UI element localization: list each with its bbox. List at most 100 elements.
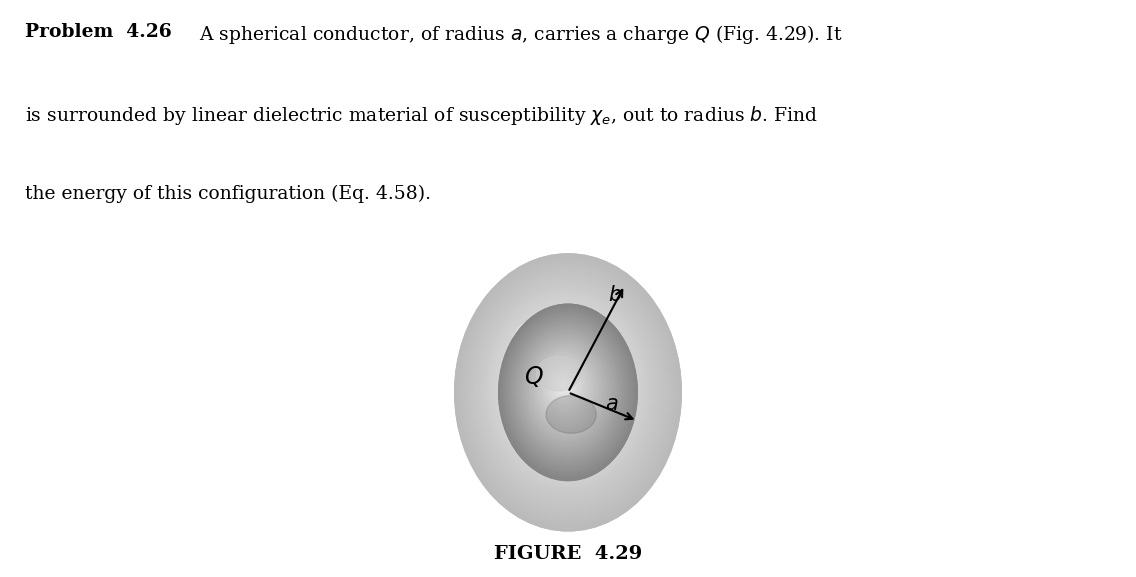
Ellipse shape (493, 299, 638, 477)
Ellipse shape (528, 342, 603, 437)
Ellipse shape (469, 271, 666, 511)
Ellipse shape (544, 362, 585, 414)
Ellipse shape (503, 310, 633, 474)
Ellipse shape (512, 314, 599, 377)
Ellipse shape (516, 325, 618, 456)
Ellipse shape (536, 353, 594, 425)
Ellipse shape (512, 323, 617, 450)
Ellipse shape (529, 343, 602, 436)
Ellipse shape (515, 324, 615, 448)
Text: $Q$: $Q$ (524, 364, 543, 389)
Ellipse shape (556, 374, 568, 389)
Ellipse shape (506, 312, 630, 471)
Ellipse shape (524, 336, 608, 443)
Ellipse shape (537, 354, 593, 424)
Ellipse shape (523, 335, 605, 436)
Ellipse shape (526, 339, 605, 440)
Ellipse shape (511, 320, 623, 462)
Ellipse shape (554, 372, 570, 391)
Ellipse shape (557, 377, 570, 396)
Ellipse shape (510, 319, 624, 463)
Ellipse shape (512, 321, 621, 460)
Ellipse shape (457, 256, 679, 529)
Text: FIGURE  4.29: FIGURE 4.29 (494, 545, 642, 563)
Ellipse shape (508, 316, 626, 467)
Text: $b$: $b$ (608, 285, 623, 305)
Ellipse shape (518, 329, 611, 443)
Ellipse shape (531, 344, 601, 434)
Ellipse shape (476, 279, 658, 501)
Ellipse shape (479, 283, 654, 497)
Ellipse shape (533, 347, 593, 421)
Ellipse shape (553, 374, 575, 400)
Ellipse shape (545, 362, 579, 404)
Ellipse shape (532, 345, 595, 424)
Ellipse shape (510, 320, 619, 452)
Ellipse shape (545, 363, 584, 413)
Ellipse shape (558, 379, 569, 394)
Ellipse shape (544, 360, 582, 406)
Ellipse shape (554, 375, 574, 399)
Ellipse shape (458, 258, 677, 526)
Ellipse shape (536, 356, 580, 391)
Ellipse shape (492, 298, 641, 479)
Ellipse shape (483, 287, 650, 492)
Ellipse shape (542, 359, 587, 417)
Ellipse shape (495, 302, 636, 475)
Ellipse shape (481, 285, 652, 494)
Ellipse shape (525, 338, 607, 442)
Ellipse shape (534, 349, 598, 429)
Ellipse shape (499, 304, 637, 481)
Ellipse shape (500, 306, 636, 479)
Ellipse shape (526, 339, 601, 430)
Ellipse shape (499, 304, 637, 481)
Ellipse shape (551, 368, 574, 396)
Ellipse shape (454, 254, 682, 531)
Ellipse shape (549, 366, 576, 399)
Ellipse shape (504, 311, 632, 473)
Ellipse shape (473, 275, 662, 507)
Ellipse shape (520, 331, 613, 449)
Ellipse shape (509, 319, 620, 455)
Ellipse shape (509, 317, 625, 465)
Ellipse shape (533, 347, 599, 431)
Ellipse shape (502, 308, 634, 476)
Ellipse shape (484, 289, 648, 489)
Ellipse shape (550, 370, 578, 405)
Ellipse shape (474, 277, 660, 504)
Ellipse shape (546, 364, 583, 411)
Ellipse shape (496, 304, 634, 472)
Ellipse shape (532, 346, 600, 433)
Ellipse shape (465, 267, 669, 516)
Ellipse shape (521, 332, 612, 448)
Ellipse shape (525, 337, 603, 433)
Ellipse shape (470, 272, 663, 509)
Ellipse shape (546, 395, 596, 433)
Ellipse shape (550, 368, 579, 406)
Ellipse shape (487, 293, 644, 484)
Ellipse shape (561, 383, 566, 389)
Ellipse shape (529, 343, 598, 426)
Ellipse shape (558, 377, 566, 387)
Text: Problem  4.26: Problem 4.26 (25, 23, 172, 41)
Ellipse shape (528, 341, 599, 428)
Ellipse shape (513, 323, 620, 459)
Ellipse shape (559, 380, 568, 392)
Ellipse shape (499, 306, 633, 470)
Ellipse shape (535, 350, 592, 418)
Ellipse shape (507, 316, 623, 458)
Ellipse shape (506, 314, 625, 460)
Ellipse shape (507, 315, 627, 468)
Ellipse shape (552, 372, 576, 402)
Ellipse shape (535, 350, 596, 428)
Ellipse shape (549, 367, 580, 408)
Ellipse shape (516, 327, 612, 445)
Ellipse shape (467, 268, 668, 514)
Ellipse shape (477, 281, 655, 499)
Ellipse shape (502, 310, 628, 465)
Ellipse shape (538, 354, 587, 414)
Ellipse shape (519, 329, 615, 451)
Ellipse shape (542, 358, 584, 409)
Ellipse shape (552, 370, 571, 394)
Text: is surrounded by linear dielectric material of susceptibility $\chi_e$, out to r: is surrounded by linear dielectric mater… (25, 104, 818, 127)
